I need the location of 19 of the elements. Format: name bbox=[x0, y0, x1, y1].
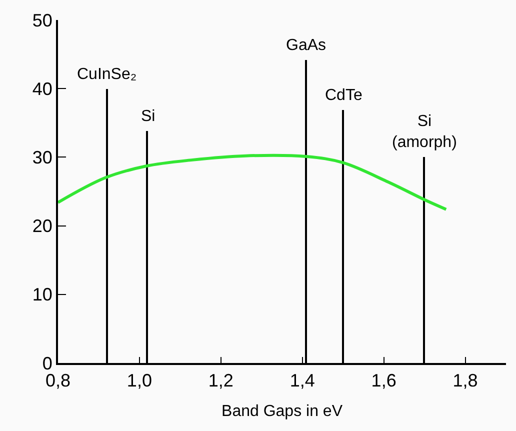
x-tick-label: 1,2 bbox=[208, 370, 234, 391]
y-tick-label: 40 bbox=[32, 78, 52, 99]
annotation: CuInSe₂ bbox=[77, 66, 137, 83]
y-tick-label: 30 bbox=[32, 148, 52, 168]
y-tick-label: 10 bbox=[32, 284, 52, 305]
x-axis-title: Band Gaps in eV bbox=[222, 402, 343, 420]
annotation: CdTe bbox=[325, 87, 362, 104]
y-tick-label: 20 bbox=[32, 216, 52, 236]
y-tick-label: 50 bbox=[32, 10, 52, 30]
x-tick-label: 0,8 bbox=[45, 370, 71, 391]
x-tick-label: 1,4 bbox=[290, 370, 315, 391]
x-tick-label: 1,8 bbox=[452, 370, 478, 391]
annotation: Si (amorph) bbox=[392, 113, 457, 151]
x-tick-label: 1,6 bbox=[371, 370, 396, 391]
annotation: GaAs bbox=[286, 37, 326, 54]
x-tick-label: 1,0 bbox=[126, 370, 152, 391]
y-tick-label: 0 bbox=[42, 353, 52, 374]
annotation: Si bbox=[141, 108, 156, 125]
line-series bbox=[58, 154, 448, 211]
